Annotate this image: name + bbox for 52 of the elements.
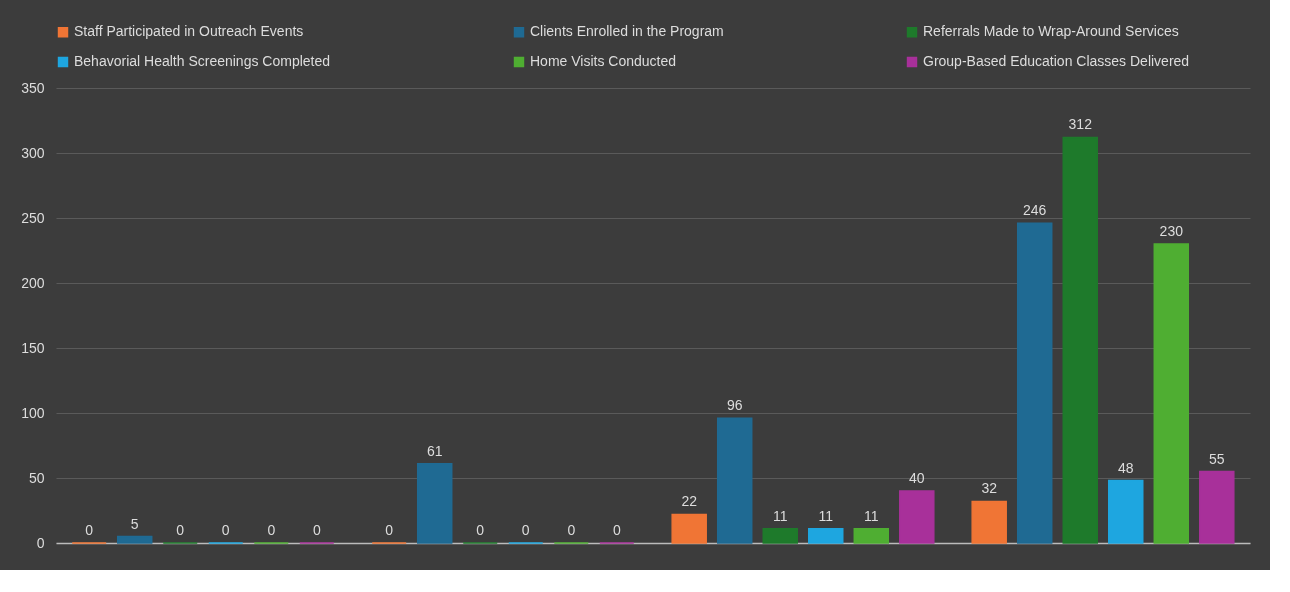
bar	[899, 490, 935, 544]
y-tick-label: 150	[21, 339, 45, 356]
data-label: 48	[1117, 459, 1134, 476]
bar	[853, 527, 890, 544]
data-label: 22	[681, 493, 698, 510]
legend-label: Clients Enrolled in the Program	[530, 23, 724, 40]
y-tick-label: 200	[21, 274, 45, 291]
data-label: 0	[612, 522, 621, 538]
data-label: 96	[726, 397, 743, 414]
data-label: 55	[1209, 450, 1225, 467]
data-label: 61	[426, 442, 443, 459]
bar	[971, 500, 1007, 544]
data-label: 32	[981, 480, 998, 497]
data-label: 0	[85, 522, 94, 538]
data-label: 11	[864, 507, 879, 524]
data-label: 312	[1068, 116, 1093, 133]
data-label: 0	[476, 522, 485, 538]
bar	[416, 462, 453, 544]
y-tick-label: 0	[36, 534, 45, 551]
data-label: 0	[567, 522, 576, 538]
bar	[116, 535, 153, 544]
data-label: 11	[818, 507, 834, 524]
bar	[1016, 222, 1053, 544]
data-label: 0	[176, 522, 185, 538]
data-label: 0	[521, 522, 530, 538]
legend-label: Staff Participated in Outreach Events	[74, 23, 304, 40]
y-tick-label: 100	[21, 404, 45, 421]
data-label: 246	[1023, 202, 1047, 219]
bar	[808, 527, 844, 544]
data-label: 230	[1159, 223, 1184, 239]
bar	[1108, 479, 1144, 544]
data-label: 0	[267, 522, 276, 538]
data-label: 11	[772, 507, 788, 524]
legend-label: Referrals Made to Wrap-Around Services	[923, 23, 1179, 40]
data-label: 0	[312, 522, 321, 538]
bar	[762, 527, 798, 544]
data-label: 5	[130, 515, 139, 532]
bar	[671, 513, 707, 544]
y-tick-label: 50	[28, 469, 45, 486]
data-label: 0	[385, 522, 394, 538]
legend-label: Home Visits Conducted	[530, 53, 677, 69]
legend-label: Behavorial Health Screenings Completed	[74, 53, 331, 69]
bar	[1199, 470, 1235, 544]
data-label: 40	[909, 470, 925, 486]
bar	[1153, 243, 1190, 544]
bar	[1062, 136, 1098, 544]
data-label: 0	[221, 522, 230, 538]
y-tick-label: 300	[21, 144, 45, 161]
y-tick-label: 250	[21, 209, 45, 226]
bar	[716, 417, 753, 544]
y-tick-label: 350	[21, 79, 45, 96]
legend-label: Group-Based Education Classes Delivered	[923, 53, 1190, 69]
